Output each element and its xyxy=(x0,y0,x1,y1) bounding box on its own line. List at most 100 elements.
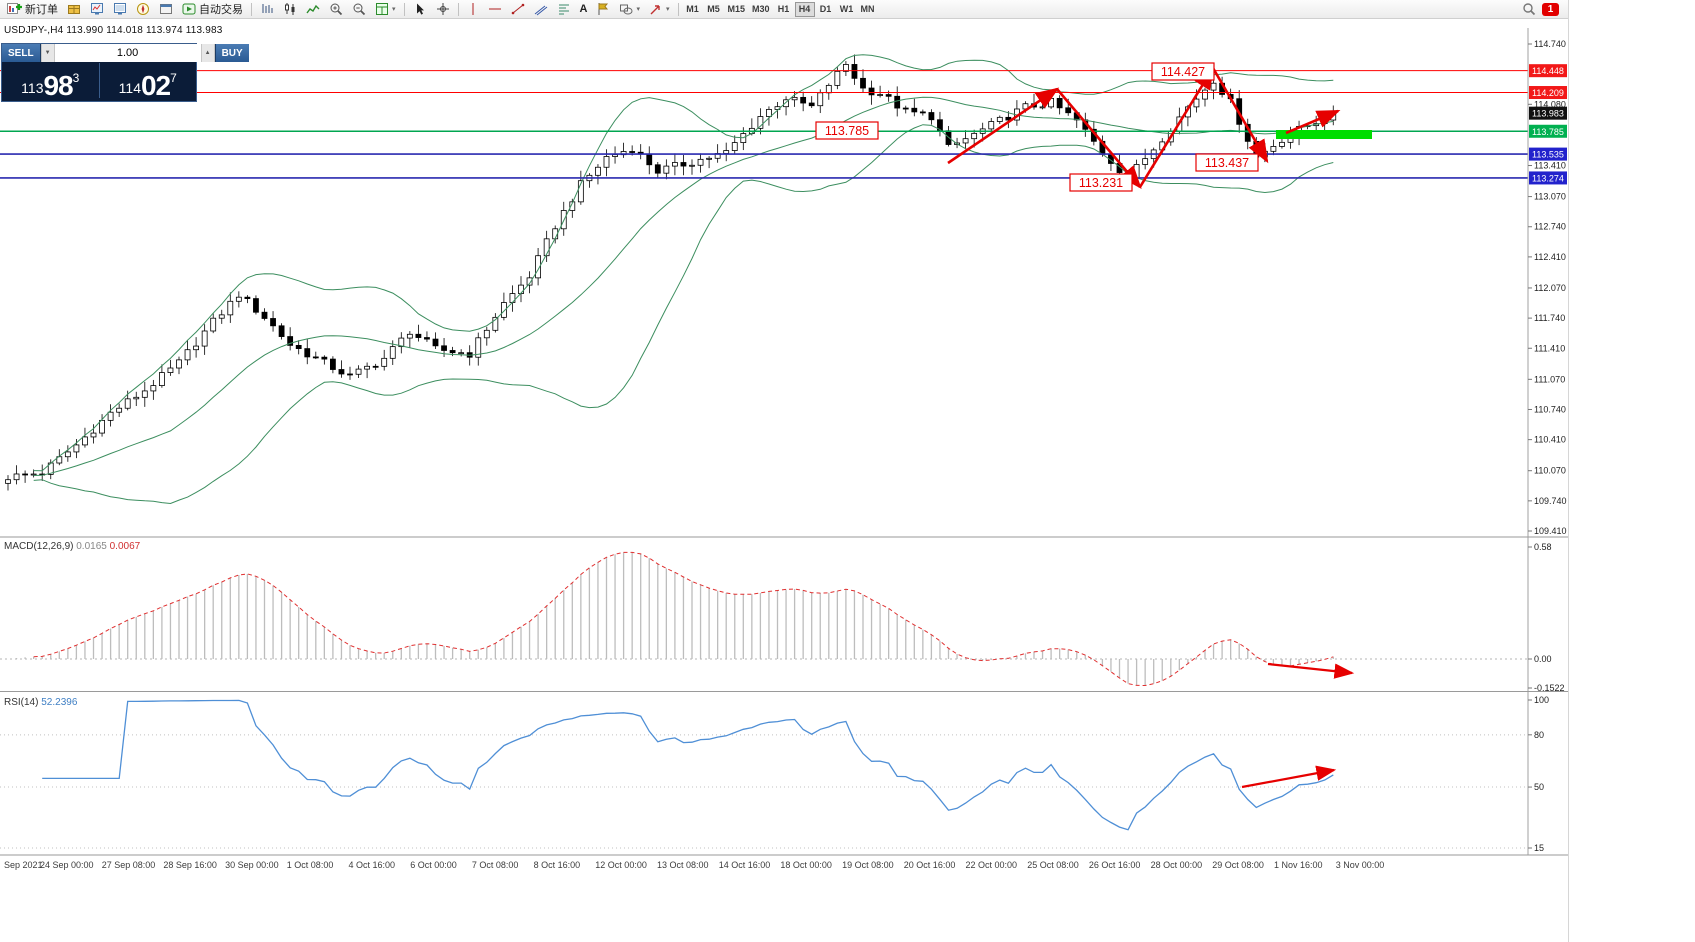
data-window-icon xyxy=(114,3,126,15)
svg-text:13 Oct 08:00: 13 Oct 08:00 xyxy=(657,860,709,870)
svg-text:Sep 2021: Sep 2021 xyxy=(4,860,43,870)
channel-icon xyxy=(534,5,547,16)
market-watch-button[interactable] xyxy=(86,1,108,18)
dropdown-caret-icon: ▾ xyxy=(636,5,640,13)
svg-text:113.785: 113.785 xyxy=(1532,127,1564,137)
macd-indicator-label: MACD(12,26,9) 0.0165 0.0067 xyxy=(4,541,140,552)
timeframe-mn-button[interactable]: MN xyxy=(858,2,878,17)
ask-pips: 02 xyxy=(140,70,171,102)
svg-text:18 Oct 00:00: 18 Oct 00:00 xyxy=(780,860,832,870)
timeframe-d1-button[interactable]: D1 xyxy=(816,2,836,17)
svg-text:113.437: 113.437 xyxy=(1205,156,1249,170)
one-click-trading-panel: SELL ▼ ▲ BUY 113 98 3 114 02 7 xyxy=(1,43,249,102)
horizontal-line-tool-button[interactable] xyxy=(484,1,506,18)
cursor-tool-button[interactable] xyxy=(409,1,431,18)
new-order-icon xyxy=(7,3,22,14)
order-entry-row: SELL ▼ ▲ BUY xyxy=(2,44,249,62)
auto-trading-button[interactable]: 自动交易 xyxy=(178,1,247,18)
svg-text:3 Nov 00:00: 3 Nov 00:00 xyxy=(1336,860,1385,870)
ask-price[interactable]: 114 02 7 xyxy=(103,63,194,102)
fibonacci-tool-button[interactable] xyxy=(553,1,575,18)
timeframe-h1-button[interactable]: H1 xyxy=(774,2,794,17)
zoom-in-icon xyxy=(330,3,343,16)
timeframe-m30-button[interactable]: M30 xyxy=(749,2,773,17)
svg-text:50: 50 xyxy=(1534,782,1544,792)
volume-input[interactable] xyxy=(54,44,201,62)
arrow-tool-icon xyxy=(650,5,660,15)
strategy-tester-button[interactable] xyxy=(63,1,85,18)
svg-text:113.070: 113.070 xyxy=(1534,192,1566,202)
volume-stepper: ▼ ▲ xyxy=(40,44,215,62)
fibonacci-icon xyxy=(558,4,569,15)
candlestick-mode-button[interactable] xyxy=(279,1,301,18)
navigator-button[interactable] xyxy=(132,1,154,18)
arrows-tool-button[interactable]: ▾ xyxy=(645,1,674,18)
zoom-in-button[interactable] xyxy=(325,1,347,18)
svg-text:6 Oct 00:00: 6 Oct 00:00 xyxy=(410,860,457,870)
toolbar-right-group: 1 xyxy=(1522,2,1565,16)
macd-signal-value: 0.0067 xyxy=(109,541,141,552)
svg-text:112.070: 112.070 xyxy=(1534,283,1566,293)
timeframe-m5-button[interactable]: M5 xyxy=(704,2,724,17)
svg-text:114.209: 114.209 xyxy=(1532,88,1564,98)
svg-text:113.983: 113.983 xyxy=(1532,109,1564,119)
line-chart-mode-button[interactable] xyxy=(302,1,324,18)
crosshair-icon xyxy=(436,3,449,15)
shapes-icon xyxy=(620,4,633,15)
channel-tool-button[interactable] xyxy=(530,1,552,18)
svg-text:19 Oct 08:00: 19 Oct 08:00 xyxy=(842,860,894,870)
volume-down-button[interactable]: ▼ xyxy=(40,44,55,62)
sell-button[interactable]: SELL xyxy=(2,44,41,62)
buy-button[interactable]: BUY xyxy=(214,44,249,62)
navigator-icon xyxy=(137,3,149,15)
crosshair-tool-button[interactable] xyxy=(432,1,454,18)
svg-text:27 Sep 08:00: 27 Sep 08:00 xyxy=(102,860,156,870)
label-tool-button[interactable] xyxy=(592,1,614,18)
svg-text:113.535: 113.535 xyxy=(1532,150,1564,160)
timeframe-m15-button[interactable]: M15 xyxy=(725,2,749,17)
notification-badge[interactable]: 1 xyxy=(1542,2,1559,16)
search-icon[interactable] xyxy=(1522,2,1536,16)
timeframe-h4-button[interactable]: H4 xyxy=(794,1,815,17)
text-tool-button[interactable]: A xyxy=(576,1,592,18)
toolbar-separator xyxy=(677,2,679,16)
macd-main-value: 0.0165 xyxy=(76,541,107,552)
tile-windows-button[interactable]: ▾ xyxy=(371,1,400,18)
data-window-button[interactable] xyxy=(109,1,131,18)
trendline-tool-button[interactable] xyxy=(507,1,529,18)
line-chart-icon xyxy=(306,4,320,14)
svg-text:0.00: 0.00 xyxy=(1534,654,1552,664)
svg-text:1 Nov 16:00: 1 Nov 16:00 xyxy=(1274,860,1323,870)
svg-text:113.785: 113.785 xyxy=(825,124,869,138)
volume-up-button[interactable]: ▲ xyxy=(200,44,215,62)
rsi-value: 52.2396 xyxy=(41,697,78,708)
shapes-tool-button[interactable]: ▾ xyxy=(615,1,644,18)
timeframe-m1-button[interactable]: M1 xyxy=(683,2,703,17)
bar-chart-mode-button[interactable] xyxy=(256,1,278,18)
svg-text:28 Sep 16:00: 28 Sep 16:00 xyxy=(163,860,217,870)
toolbar: 新订单 自动交易 xyxy=(0,0,1568,19)
ask-big-figure: 114 xyxy=(118,80,141,96)
svg-text:1 Oct 08:00: 1 Oct 08:00 xyxy=(287,860,334,870)
horizontal-line-icon xyxy=(488,8,501,10)
terminal-button[interactable] xyxy=(155,1,177,18)
price-divider xyxy=(98,63,100,98)
dropdown-caret-icon: ▾ xyxy=(392,5,396,13)
svg-text:112.740: 112.740 xyxy=(1534,222,1566,232)
svg-text:26 Oct 16:00: 26 Oct 16:00 xyxy=(1089,860,1141,870)
dropdown-caret-icon: ▾ xyxy=(665,5,670,13)
zoom-out-button[interactable] xyxy=(348,1,370,18)
svg-text:113.231: 113.231 xyxy=(1079,176,1123,190)
auto-trading-label: 自动交易 xyxy=(199,4,243,16)
toolbar-separator xyxy=(457,2,459,16)
vertical-line-tool-button[interactable] xyxy=(463,1,483,18)
svg-text:114.427: 114.427 xyxy=(1161,65,1205,79)
svg-text:12 Oct 00:00: 12 Oct 00:00 xyxy=(595,860,647,870)
timeframe-w1-button[interactable]: W1 xyxy=(837,2,857,17)
bid-pips: 98 xyxy=(43,70,73,102)
bid-price[interactable]: 113 98 3 xyxy=(5,63,96,102)
new-order-button[interactable]: 新订单 xyxy=(3,1,62,18)
svg-text:8 Oct 16:00: 8 Oct 16:00 xyxy=(534,860,581,870)
svg-text:100: 100 xyxy=(1534,695,1549,705)
